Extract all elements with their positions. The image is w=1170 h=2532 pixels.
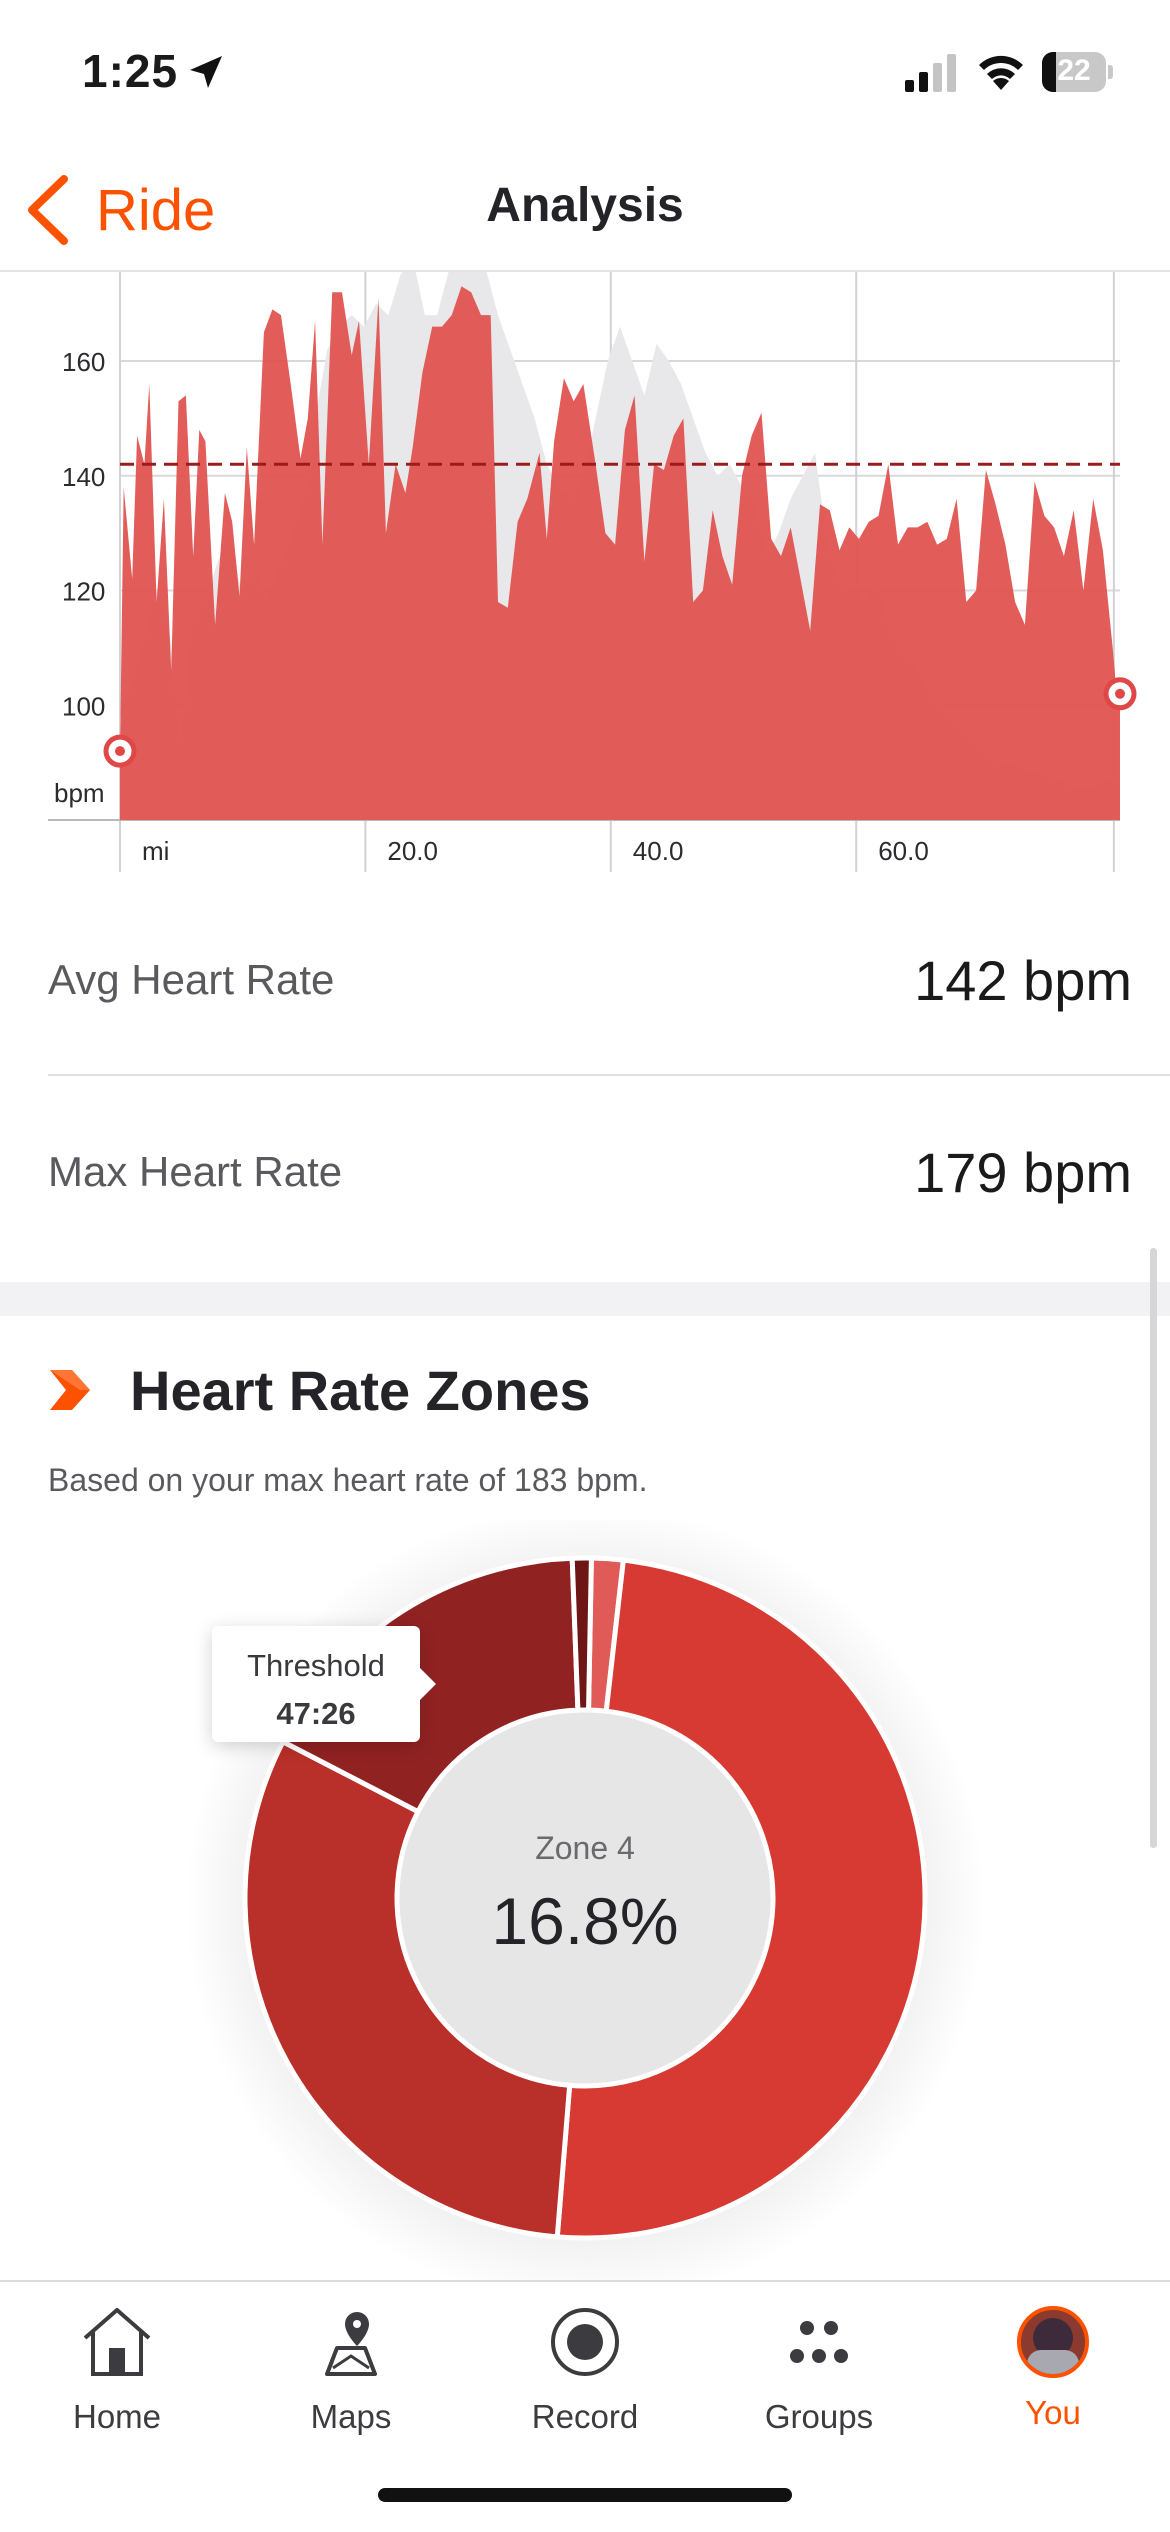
nav-bar: Ride Analysis [0, 150, 1170, 272]
record-icon [551, 2308, 619, 2376]
stat-label: Avg Heart Rate [48, 956, 335, 1003]
avatar [1017, 2306, 1089, 2378]
zones-subtitle: Based on your max heart rate of 183 bpm. [48, 1462, 648, 1498]
status-bar: 1:25 22 [0, 0, 1170, 150]
zones-header: Heart Rate Zones [50, 1352, 591, 1428]
tab-record[interactable]: Record [468, 2302, 702, 2452]
donut-center-label: Zone 4 [535, 1830, 635, 1866]
tab-label: Maps [310, 2398, 392, 2435]
y-axis-label: bpm [54, 778, 105, 808]
y-tick-label: 140 [62, 462, 105, 492]
chevron-left-icon [28, 175, 68, 245]
donut-center: Zone 4 16.8% [385, 1830, 785, 1959]
x-axis-label: mi [142, 836, 169, 866]
stat-value: 142 bpm [914, 948, 1132, 1012]
tab-label: Record [531, 2398, 639, 2435]
stat-label: Max Heart Rate [48, 1148, 343, 1195]
end-marker-dot [1115, 688, 1125, 699]
page-title: Analysis [486, 179, 684, 232]
tab-home[interactable]: Home [0, 2302, 234, 2452]
x-tick-label: 20.0 [387, 836, 438, 866]
wifi-icon [979, 55, 1023, 90]
maps-icon [325, 2312, 377, 2376]
cellular-signal-icon [905, 54, 956, 92]
battery-percent: 22 [1057, 54, 1091, 87]
tab-groups[interactable]: Groups [702, 2302, 936, 2452]
tab-label: You [1025, 2394, 1081, 2431]
section-separator [0, 1282, 1170, 1316]
x-tick-label: 60.0 [878, 836, 929, 866]
summit-chevron-icon [50, 1370, 90, 1410]
scrollbar[interactable] [1150, 1248, 1157, 1848]
divider [48, 1074, 1170, 1076]
location-arrow-icon [190, 56, 222, 88]
tab-maps[interactable]: Maps [234, 2302, 468, 2452]
battery-icon: 22 [1042, 52, 1114, 92]
tab-you[interactable]: You [936, 2302, 1170, 2452]
start-marker-dot [115, 746, 125, 757]
status-time: 1:25 [82, 45, 179, 97]
donut-slice-zone-3 [242, 1738, 573, 2240]
x-tick-label: 40.0 [633, 836, 684, 866]
stat-max-heart-rate: Max Heart Rate 179 bpm [48, 1076, 1170, 1268]
y-tick-label: 120 [62, 577, 105, 607]
tooltip-zone-name: Threshold [247, 1648, 385, 1683]
stat-value: 179 bpm [914, 1140, 1132, 1204]
series-heart-rate-area [120, 286, 1120, 820]
stat-avg-heart-rate: Avg Heart Rate 142 bpm [48, 884, 1170, 1076]
home-icon [83, 2308, 151, 2376]
zones-title: Heart Rate Zones [130, 1358, 591, 1422]
donut-slice-zone-5 [569, 1555, 594, 1713]
tab-label: Home [72, 2398, 162, 2435]
heart-rate-chart[interactable]: 100 120 140 160 bpm mi 20.0 40.0 60.0 [0, 272, 1170, 872]
tab-label: Groups [764, 2398, 874, 2435]
y-tick-label: 160 [62, 347, 105, 377]
tooltip-zone-time: 47:26 [276, 1696, 356, 1731]
groups-icon [790, 2321, 848, 2363]
back-button[interactable]: Ride [24, 170, 215, 250]
donut-center-value: 16.8% [491, 1884, 679, 1958]
donut-slice-zone-2 [554, 1557, 928, 2241]
back-label: Ride [96, 177, 216, 243]
zone-tooltip: Threshold 47:26 [212, 1626, 436, 1742]
y-tick-label: 100 [62, 691, 105, 721]
home-indicator[interactable] [378, 2488, 792, 2502]
